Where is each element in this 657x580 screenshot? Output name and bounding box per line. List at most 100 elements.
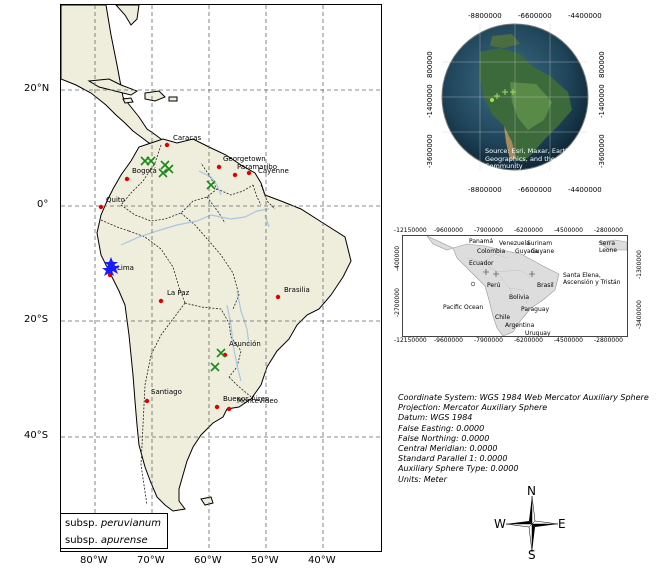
inset-bottom-tick: -9600000 xyxy=(434,337,463,344)
apurense-marker xyxy=(206,180,216,190)
globe-bottom-tick: -4400000 xyxy=(568,186,602,194)
globe-top-tick: -8800000 xyxy=(468,12,502,20)
south-label: S xyxy=(528,548,536,562)
map-legend: subsp. peruvianum subsp. apurense xyxy=(61,513,168,549)
inset-top-tick: -6200000 xyxy=(514,227,543,234)
lon-tick: 70°W xyxy=(137,555,165,566)
globe-inset[interactable]: Source: Esri, Maxar, Earthstar Geographi… xyxy=(440,22,590,172)
inset-label-panama: Panamá xyxy=(469,238,494,245)
lon-tick: 60°W xyxy=(194,555,222,566)
legend-taxon: apurense xyxy=(100,535,148,546)
north-label: N xyxy=(527,484,536,498)
main-map-canvas xyxy=(61,5,381,551)
inset-top-tick: -7900000 xyxy=(474,227,503,234)
city-label-la-paz: La Paz xyxy=(167,289,190,297)
inset-label-brasil: Brasil xyxy=(537,282,554,289)
apurense-marker xyxy=(210,362,220,372)
projected-inset[interactable]: Panamá Venezuela Surinam Colombia Guyana… xyxy=(392,225,648,346)
capital-dots xyxy=(98,142,281,412)
projection-info-line: Datum: WGS 1984 xyxy=(398,413,473,423)
legend-item-peruvianum: subsp. peruvianum xyxy=(61,515,163,532)
inset-top-tick: -12150000 xyxy=(394,227,427,234)
south-america-land xyxy=(96,138,352,512)
inset-label-chile: Chile xyxy=(495,314,511,321)
inset-label-guyana: Guyana xyxy=(515,248,539,255)
lon-tick: 80°W xyxy=(80,555,108,566)
falkland-islands xyxy=(200,496,214,506)
cuba-island xyxy=(87,78,139,96)
capital-dot xyxy=(124,176,130,182)
globe-credit: Source: Esri, Maxar, Earthstar Geographi… xyxy=(485,147,585,170)
inset-bottom-tick: -12150000 xyxy=(394,337,427,344)
graticule xyxy=(61,5,381,551)
city-label-caracas: Caracas xyxy=(173,134,202,142)
city-label-georgetown: Georgetown xyxy=(223,155,266,163)
capital-dot xyxy=(98,204,104,210)
inset-label-guyane: Guyane xyxy=(531,248,555,255)
globe-bottom-tick: -6600000 xyxy=(518,186,552,194)
capital-dot xyxy=(275,294,281,300)
projection-info-line: False Northing: 0.0000 xyxy=(398,433,490,443)
city-label-cayenne: Cayenne xyxy=(258,167,289,175)
lat-tick: 40°S xyxy=(24,430,49,441)
inset-label-argentina: Argentina xyxy=(505,322,535,329)
city-label-quito: Quito xyxy=(106,196,125,204)
globe-top-tick: -4400000 xyxy=(568,12,602,20)
projection-info-line: Central Meridian: 0.0000 xyxy=(398,444,498,454)
east-label: E xyxy=(558,517,566,531)
central-america-land xyxy=(61,5,171,146)
compass-rose-icon xyxy=(505,495,559,553)
main-map[interactable]: Caracas Georgetown Paramaribo Cayenne Bo… xyxy=(60,4,382,552)
florida-land xyxy=(115,5,140,26)
lat-tick: 0° xyxy=(37,199,49,210)
inset-label-ecuador: Ecuador xyxy=(469,260,494,267)
globe-right-tick: 800000 xyxy=(598,51,606,78)
west-label: W xyxy=(494,517,506,531)
globe-bottom-tick: -8800000 xyxy=(468,186,502,194)
city-label-paramaribo: Paramaribo xyxy=(237,163,278,171)
capital-dot xyxy=(216,164,222,170)
globe-image xyxy=(441,23,589,171)
city-label-bogota: Bogotá xyxy=(132,167,157,175)
inset-left-tick: -400000 xyxy=(394,245,401,271)
inset-label-santa-elena: Santa Elena, Ascensión y Tristán xyxy=(563,272,621,286)
lon-tick: 50°W xyxy=(251,555,279,566)
capital-dot xyxy=(164,142,170,148)
inset-top-tick: -9600000 xyxy=(434,227,463,234)
projection-info-line: Coordinate System: WGS 1984 Web Mercator… xyxy=(398,393,649,402)
inset-label-venezuela: Venezuela xyxy=(499,240,530,247)
jamaica-island xyxy=(122,97,134,104)
inset-bottom-tick: -7900000 xyxy=(474,337,503,344)
inset-left-tick: -2700000 xyxy=(394,288,401,317)
city-label-brasilia: Brasilia xyxy=(284,286,310,294)
rivers xyxy=(120,170,270,382)
inset-right-tick: -1300000 xyxy=(636,250,643,279)
projection-info-line: Auxiliary Sphere Type: 0.0000 xyxy=(398,464,519,474)
inset-label-peru: Perú xyxy=(487,282,501,289)
apurense-marker xyxy=(164,164,174,174)
capital-dot xyxy=(246,170,252,176)
projection-info-line: False Easting: 0.0000 xyxy=(398,423,485,433)
inset-top-tick: -2800000 xyxy=(594,227,623,234)
legend-prefix: subsp. xyxy=(65,518,101,529)
north-arrow: N S W E xyxy=(494,484,570,562)
projected-inset-frame: Panamá Venezuela Surinam Colombia Guyana… xyxy=(402,235,628,337)
peruvianum-markers xyxy=(102,257,120,276)
legend-taxon: peruvianum xyxy=(100,518,162,529)
globe-top-tick: -6600000 xyxy=(518,12,552,20)
city-label-asuncion: Asunción xyxy=(229,340,261,348)
city-label-santiago: Santiago xyxy=(151,388,182,396)
inset-label-surinam: Surinam xyxy=(527,240,553,247)
capital-dot xyxy=(144,398,150,404)
projection-info-line: Units: Meter xyxy=(398,474,447,484)
capital-dot xyxy=(232,172,238,178)
legend-item-apurense: subsp. apurense xyxy=(61,532,163,549)
inset-bottom-tick: -4500000 xyxy=(554,337,583,344)
apurense-marker xyxy=(216,348,226,358)
lat-tick: 20°N xyxy=(24,83,50,94)
city-label-lima: Lima xyxy=(117,264,134,272)
peruvianum-marker xyxy=(102,263,116,276)
capital-dot xyxy=(226,406,232,412)
inset-top-tick: -4500000 xyxy=(554,227,583,234)
lon-tick: 40°W xyxy=(308,555,336,566)
